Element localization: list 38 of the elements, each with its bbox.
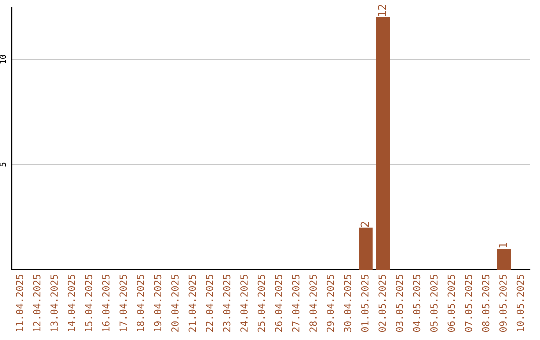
- x-tick-label: 13.04.2025: [50, 274, 58, 332]
- x-tick-label: 23.04.2025: [223, 274, 231, 332]
- x-tick-label: 22.04.2025: [206, 274, 214, 332]
- bar: [359, 228, 373, 270]
- x-tick-label: 05.05.2025: [430, 274, 438, 332]
- x-tick-label: 19.04.2025: [154, 274, 162, 332]
- x-tick-label: 10.05.2025: [516, 274, 524, 332]
- x-tick-label: 14.04.2025: [68, 274, 76, 332]
- x-tick-label: 28.04.2025: [310, 274, 318, 332]
- data-label: 1: [499, 243, 508, 248]
- y-tick-label: 10: [0, 55, 6, 64]
- x-tick-label: 15.04.2025: [85, 274, 93, 332]
- x-tick-label: 24.04.2025: [240, 274, 248, 332]
- x-tick-label: 11.04.2025: [16, 274, 24, 332]
- bar: [497, 248, 512, 270]
- x-tick-label: 12.04.2025: [33, 274, 41, 332]
- x-tick-label: 20.04.2025: [172, 274, 179, 332]
- x-tick-label: 18.04.2025: [136, 274, 144, 332]
- x-tick-label: 06.05.2025: [448, 274, 456, 332]
- x-tick-label: 29.04.2025: [326, 274, 334, 332]
- x-tick-label: 09.05.2025: [500, 274, 507, 332]
- bar: [376, 17, 390, 270]
- x-tick-label: 26.04.2025: [275, 274, 282, 332]
- x-tick-label: 01.05.2025: [361, 274, 369, 332]
- x-tick-label: 04.05.2025: [413, 274, 421, 332]
- y-tick-label: 5: [0, 162, 6, 167]
- data-label: 2: [360, 222, 370, 228]
- x-tick-label: 17.04.2025: [120, 274, 128, 332]
- x-tick-label: 08.05.2025: [482, 274, 490, 332]
- x-tick-label: 07.05.2025: [465, 274, 472, 332]
- x-tick-label: 27.04.2025: [292, 274, 300, 332]
- x-tick-label: 03.05.2025: [396, 274, 404, 332]
- x-tick-label: 16.04.2025: [102, 274, 110, 332]
- x-tick-label: 21.04.2025: [188, 274, 196, 332]
- x-tick-label: 30.04.2025: [344, 274, 352, 332]
- x-tick-label: 02.05.2025: [378, 274, 386, 332]
- x-tick-label: 25.04.2025: [258, 274, 266, 332]
- data-label: 12: [378, 5, 386, 16]
